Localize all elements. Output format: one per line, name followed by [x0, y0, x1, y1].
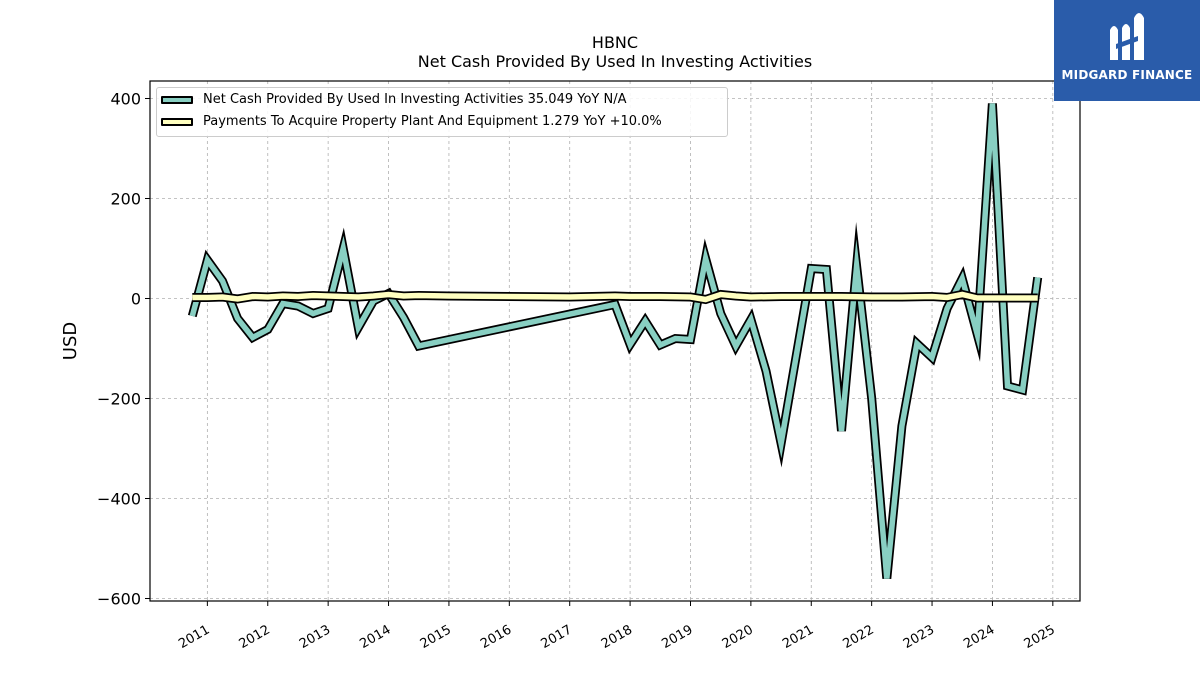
x-tick-label: 2024	[961, 622, 997, 652]
series-1-line	[192, 289, 1038, 305]
y-tick-label: −600	[97, 590, 141, 609]
legend-item-ppe: Payments To Acquire Property Plant And E…	[157, 113, 727, 133]
midgard-finance-logo: MIDGARD FINANCE	[1054, 0, 1200, 101]
y-tick-label: 200	[110, 190, 141, 209]
y-tick-label: 400	[110, 90, 141, 109]
chart-subtitle: Net Cash Provided By Used In Investing A…	[417, 52, 813, 71]
series-1-stroke	[192, 291, 1038, 303]
x-tick-label: 2023	[901, 622, 937, 652]
y-tick-label: 0	[131, 290, 141, 309]
logo-mark-icon	[1110, 13, 1144, 60]
x-tick-label: 2019	[659, 622, 695, 652]
x-tick-label: 2022	[840, 622, 876, 652]
x-tick-label: 2012	[237, 622, 273, 652]
legend-swatch-net-cash	[161, 96, 193, 104]
x-tick-label: 2020	[720, 622, 756, 652]
y-axis-label: USD	[60, 322, 81, 360]
logo-text: MIDGARD FINANCE	[1061, 68, 1193, 82]
x-tick-label: 2016	[478, 622, 514, 652]
x-tick-label: 2025	[1022, 622, 1058, 652]
series-0-outline	[187, 103, 1043, 579]
legend: Net Cash Provided By Used In Investing A…	[156, 87, 728, 137]
x-tick-label: 2013	[297, 622, 333, 652]
series-0-line	[187, 103, 1043, 579]
x-tick-label: 2017	[539, 622, 575, 652]
legend-swatch-ppe	[161, 118, 193, 126]
legend-item-net-cash: Net Cash Provided By Used In Investing A…	[157, 91, 727, 111]
x-tick-label: 2011	[176, 622, 212, 652]
x-tick-label: 2015	[418, 622, 454, 652]
series-lines	[187, 103, 1043, 579]
x-tick-label: 2018	[599, 622, 635, 652]
y-tick-label: −400	[97, 490, 141, 509]
y-tick-label: −200	[97, 390, 141, 409]
legend-label-ppe: Payments To Acquire Property Plant And E…	[203, 114, 662, 129]
series-0-stroke	[189, 103, 1041, 579]
x-tick-label: 2021	[780, 622, 816, 652]
legend-label-net-cash: Net Cash Provided By Used In Investing A…	[203, 92, 627, 107]
plot-frame	[149, 80, 1081, 602]
x-tick-label: 2014	[357, 622, 393, 652]
chart-title: HBNC	[591, 33, 639, 52]
